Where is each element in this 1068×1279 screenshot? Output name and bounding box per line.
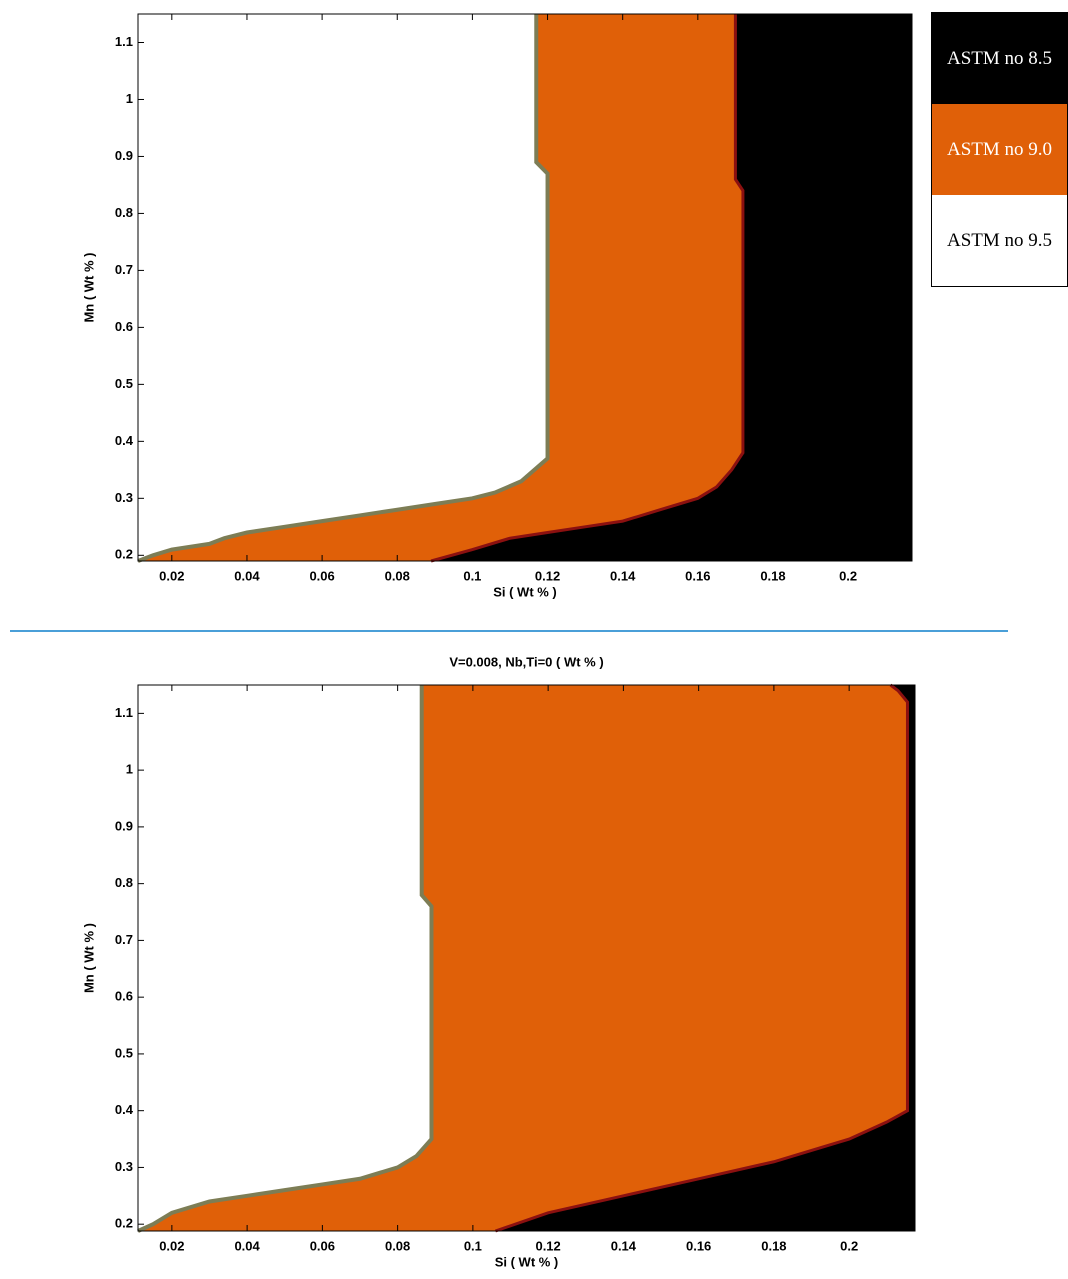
x-axis-label: Si ( Wt % ) (493, 584, 557, 599)
legend-entry: ASTM no 9.0 (932, 104, 1067, 195)
y-tick-label: 1 (126, 762, 133, 777)
x-tick-label: 0.08 (385, 568, 410, 583)
y-tick-label: 1.1 (115, 705, 133, 720)
chart-title: V=0.008, Nb,Ti=0 ( Wt % ) (449, 654, 603, 669)
region (138, 685, 432, 1231)
y-tick-label: 0.9 (115, 818, 133, 833)
x-tick-label: 0.06 (309, 568, 334, 583)
x-tick-label: 0.14 (610, 568, 636, 583)
x-tick-label: 0.16 (685, 568, 710, 583)
x-tick-label: 0.02 (159, 1238, 184, 1253)
x-axis-label: Si ( Wt % ) (495, 1254, 559, 1269)
y-axis-label: Mn ( Wt % ) (81, 252, 96, 322)
legend: ASTM no 8.5 ASTM no 9.0 ASTM no 9.5 (931, 12, 1068, 287)
y-tick-label: 0.2 (115, 547, 133, 562)
x-tick-label: 0.06 (310, 1238, 335, 1253)
y-tick-label: 0.2 (115, 1216, 133, 1231)
x-tick-label: 0.14 (611, 1238, 637, 1253)
region-boundary (494, 683, 909, 1233)
y-axis-label: Mn ( Wt % ) (81, 923, 96, 993)
x-tick-label: 0.1 (463, 568, 481, 583)
plot-frame (137, 13, 913, 562)
y-tick-label: 0.6 (115, 989, 133, 1004)
y-tick-label: 0.9 (115, 148, 133, 163)
plot-frame (137, 684, 916, 1232)
x-tick-label: 0.18 (761, 1238, 786, 1253)
x-tick-label: 0.02 (159, 568, 184, 583)
region-boundary (430, 14, 745, 563)
x-tick-label: 0.04 (234, 1238, 260, 1253)
x-tick-label: 0.2 (840, 1238, 858, 1253)
y-tick-label: 0.8 (115, 205, 133, 220)
x-tick-label: 0.12 (535, 1238, 560, 1253)
x-tick-label: 0.04 (234, 568, 260, 583)
x-tick-label: 0.18 (760, 568, 785, 583)
x-tick-label: 0.1 (464, 1238, 482, 1253)
y-tick-label: 0.6 (115, 319, 133, 334)
x-tick-label: 0.16 (686, 1238, 711, 1253)
y-tick-label: 0.5 (115, 376, 133, 391)
legend-entry: ASTM no 8.5 (932, 13, 1067, 104)
y-tick-label: 1 (126, 91, 133, 106)
y-tick-label: 0.3 (115, 1159, 133, 1174)
y-tick-label: 0.5 (115, 1045, 133, 1060)
y-tick-label: 1.1 (115, 34, 133, 49)
region-boundary (137, 685, 434, 1233)
region (138, 14, 548, 561)
x-tick-label: 0.12 (535, 568, 560, 583)
x-tick-label: 0.08 (385, 1238, 410, 1253)
y-tick-label: 0.7 (115, 262, 133, 277)
y-tick-label: 0.8 (115, 875, 133, 890)
region-boundary (137, 14, 550, 563)
y-tick-label: 0.4 (115, 1102, 134, 1117)
y-tick-label: 0.7 (115, 932, 133, 947)
x-tick-label: 0.2 (839, 568, 857, 583)
y-tick-label: 0.3 (115, 490, 133, 505)
legend-entry: ASTM no 9.5 (932, 195, 1067, 286)
y-tick-label: 0.4 (115, 433, 134, 448)
